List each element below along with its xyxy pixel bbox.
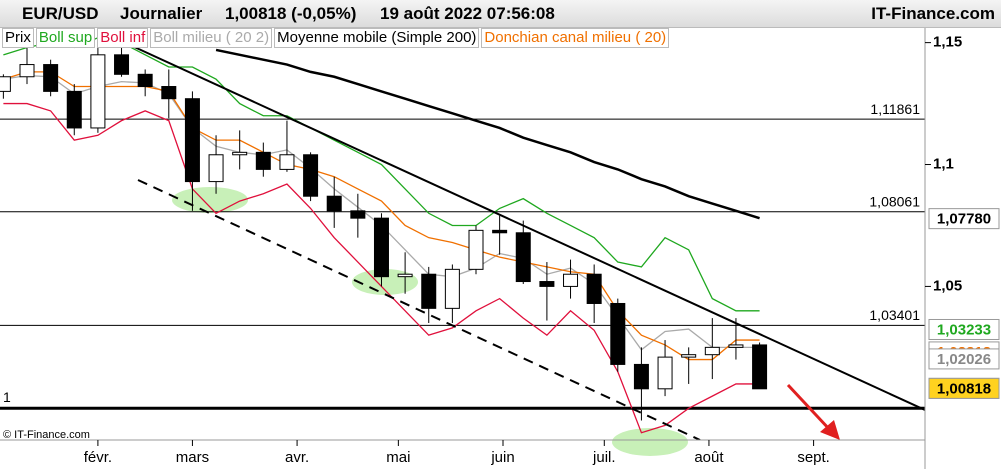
legend-item: Prix <box>2 28 34 48</box>
axes: 1,15 1,1 1,05 févr. mars avr. mai juin juil. août… <box>84 34 1000 466</box>
level-label: 1,11861 <box>870 101 920 117</box>
candle-body <box>728 344 744 348</box>
candle-body <box>0 76 11 92</box>
candle-body <box>184 98 200 183</box>
candle-body <box>66 90 82 129</box>
legend-item: Boll milieu ( 20 2) <box>150 28 273 48</box>
copyright: © IT-Finance.com <box>3 429 90 441</box>
indicator-line <box>3 71 760 361</box>
y-tick-label: 1,05 <box>933 277 962 294</box>
candle-body <box>114 54 130 75</box>
price-box <box>928 208 1000 230</box>
price-box <box>928 348 1000 370</box>
candle-body <box>657 356 673 390</box>
candle-body <box>232 151 248 156</box>
site: IT-Finance.com <box>871 4 995 23</box>
plot: 1,11861 1,08061 1,03401 1 <box>0 37 925 434</box>
candle-body <box>397 273 413 278</box>
x-tick-label: juil. <box>592 449 616 466</box>
indicator-line <box>215 48 760 220</box>
legend: Prix Boll sup Boll inf Boll milieu ( 20 2) M… <box>2 28 670 48</box>
price-box <box>928 318 1000 340</box>
candle-body <box>539 281 555 287</box>
candle-body <box>752 344 768 390</box>
price-box <box>928 377 1000 399</box>
legend-item: Moyenne mobile (Simple 200) <box>274 28 480 48</box>
candle-body <box>255 151 271 170</box>
candle-body <box>421 273 437 309</box>
arrow-head <box>820 420 840 440</box>
candle-body <box>326 195 342 212</box>
candle-body <box>279 154 295 170</box>
candle-body <box>90 54 106 129</box>
axis-panel <box>925 28 1001 469</box>
candle-body <box>492 229 508 234</box>
candle-body <box>610 302 626 365</box>
level-label: 1,03401 <box>869 307 920 323</box>
arrow-shaft <box>786 383 832 432</box>
candle-body <box>161 86 177 100</box>
x-tick-label: août <box>694 449 724 466</box>
candle-body <box>444 268 460 309</box>
highlight <box>172 187 248 213</box>
candle-body <box>373 217 389 278</box>
legend-item: Donchian canal milieu ( 20) <box>481 28 670 48</box>
highlight <box>612 428 688 456</box>
x-tick-label: mai <box>386 449 410 466</box>
candle-body <box>137 73 153 88</box>
quote: 1,00818 (-0,05%) <box>225 4 357 23</box>
x-tick-label: sept. <box>797 449 830 466</box>
candle-body <box>350 210 366 219</box>
indicator-line <box>3 74 760 351</box>
candle-body <box>19 64 35 78</box>
price-label: 1,00818 <box>937 380 991 397</box>
x-tick-label: juin <box>490 449 514 466</box>
candle-body <box>704 346 720 356</box>
candle-body <box>586 273 602 304</box>
legend-item: Boll inf <box>97 28 149 48</box>
candle-body <box>303 154 319 197</box>
base-label: 1 <box>3 389 11 405</box>
period: Journalier <box>120 4 203 23</box>
symbol: EUR/USD <box>22 4 99 23</box>
x-tick-label: mars <box>176 449 209 466</box>
datetime: 19 août 2022 07:56:08 <box>380 4 555 23</box>
candle-body <box>681 354 697 358</box>
y-tick-label: 1,1 <box>933 155 954 172</box>
drawings <box>129 44 925 440</box>
level-label: 1,08061 <box>869 193 920 209</box>
legend-item: Boll sup <box>35 28 96 48</box>
candle-body <box>515 232 531 283</box>
candle-body <box>208 154 224 183</box>
support-line <box>137 179 701 440</box>
trend-line <box>129 44 925 411</box>
arrow <box>786 383 840 440</box>
header: EUR/USD Journalier 1,00818 (-0,05%) 19 a… <box>0 0 1001 28</box>
y-tick-label: 1,15 <box>933 34 962 51</box>
x-tick-label: avr. <box>285 449 309 466</box>
candle-body <box>43 64 59 92</box>
price-label: 1,07780 <box>937 211 991 228</box>
candle-body <box>468 229 484 270</box>
price-label: 1,02026 <box>937 351 991 368</box>
candle-body <box>633 363 649 390</box>
x-tick-label: févr. <box>84 449 112 466</box>
price-label: 1,03233 <box>937 321 991 338</box>
candle-body <box>563 273 579 287</box>
